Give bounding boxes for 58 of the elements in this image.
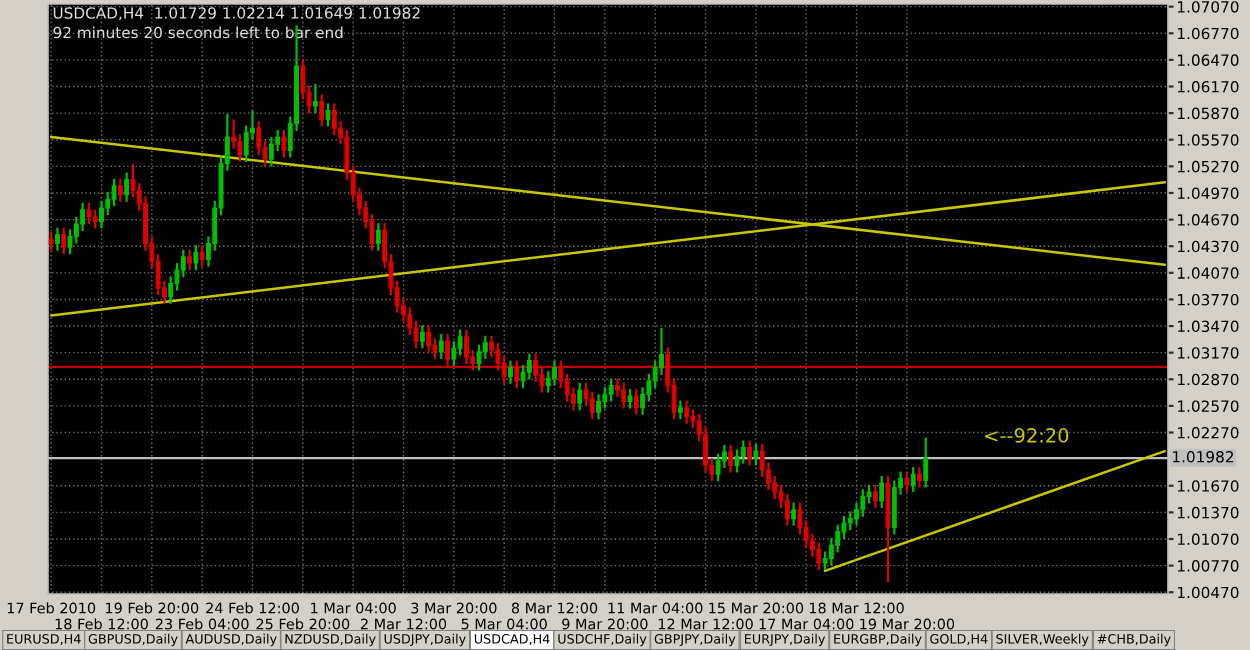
candlestick: [784, 492, 790, 527]
candlestick: [577, 381, 583, 412]
candlestick: [526, 352, 532, 381]
candlestick: [117, 177, 123, 203]
candlestick: [740, 439, 746, 465]
candlestick: [426, 324, 432, 354]
candlestick: [923, 436, 929, 489]
candlestick: [419, 324, 425, 350]
candlestick: [715, 452, 721, 483]
candlestick: [753, 442, 759, 467]
candlestick: [111, 177, 117, 208]
candlestick: [375, 222, 381, 252]
candlestick: [596, 393, 602, 421]
candlestick: [627, 387, 633, 410]
candlestick: [476, 343, 482, 372]
candlestick: [281, 128, 287, 159]
candlestick: [268, 135, 274, 168]
candlestick: [187, 248, 193, 272]
candlestick: [728, 443, 734, 474]
candlestick: [86, 201, 92, 226]
candlestick: [747, 439, 753, 467]
candlestick: [99, 199, 104, 230]
candlestick: [847, 510, 853, 532]
candlestick: [514, 359, 520, 390]
candlestick: [885, 474, 891, 584]
candlestick: [684, 399, 690, 425]
candlestick: [621, 381, 627, 410]
candlestick: [633, 387, 639, 416]
candlestick: [910, 466, 916, 494]
candlestick: [891, 479, 897, 536]
candlestick: [124, 171, 130, 203]
candlestick: [463, 328, 469, 366]
candlestick: [791, 501, 797, 527]
candlestick: [879, 474, 885, 510]
candlestick: [552, 359, 557, 387]
candlestick: [445, 332, 450, 368]
candlestick: [193, 244, 199, 272]
candlestick: [917, 466, 922, 489]
candlestick: [608, 377, 614, 403]
candlestick: [816, 541, 822, 572]
candlestick: [325, 102, 331, 128]
candlestick: [677, 399, 683, 421]
candlestick: [508, 359, 513, 385]
candlestick: [54, 226, 60, 252]
candlestick: [48, 230, 54, 252]
candlestick: [872, 483, 878, 510]
candlestick: [92, 208, 98, 230]
candlestick: [734, 448, 740, 474]
candlestick: [438, 332, 444, 360]
candlestick: [61, 226, 67, 256]
candlestick: [312, 82, 318, 115]
candlestick: [589, 390, 595, 421]
candlestick: [319, 93, 325, 128]
candlestick: [904, 470, 910, 494]
candlestick: [331, 102, 337, 137]
annotation: <--92:20: [985, 428, 1069, 443]
candlestick: [860, 488, 866, 518]
candlestick: [199, 244, 205, 268]
